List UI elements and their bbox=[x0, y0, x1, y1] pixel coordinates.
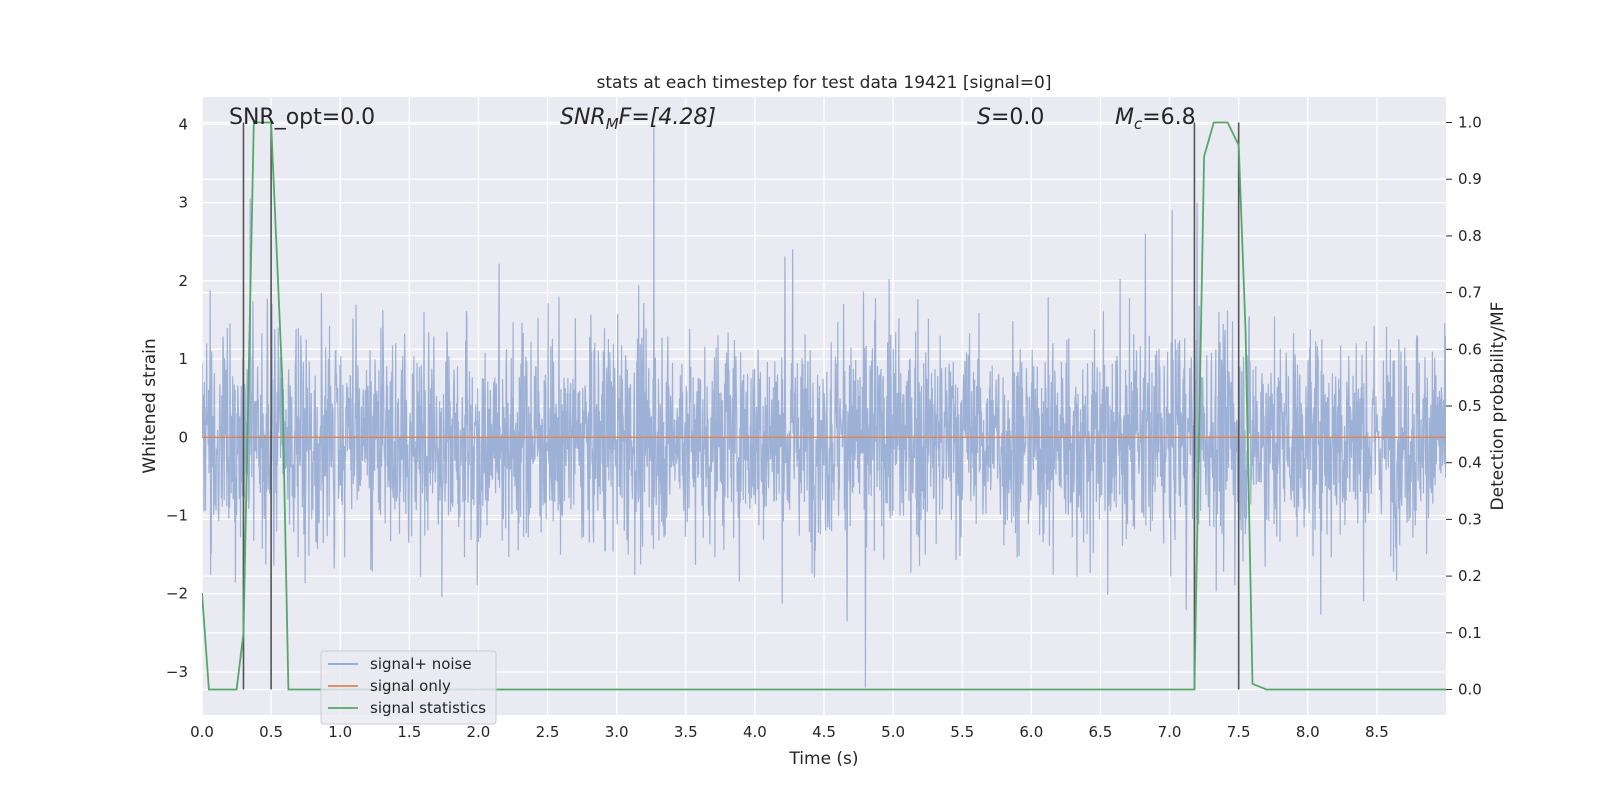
y2-tick-label: 0.2 bbox=[1458, 567, 1482, 585]
x-tick-label: 0.0 bbox=[190, 723, 214, 741]
x-tick-label: 0.5 bbox=[259, 723, 283, 741]
y-axis-label: Whitened strain bbox=[140, 338, 160, 473]
annotation-mc-sub: c bbox=[1134, 115, 1143, 133]
y2-tick-label: 0.5 bbox=[1458, 397, 1482, 415]
annotation-s-rest: =0.0 bbox=[991, 105, 1044, 130]
annotation-snr-mf: SNRMF=[4.28] bbox=[560, 105, 716, 133]
annotation-snr-mf-rest: F=[4.28] bbox=[619, 105, 716, 130]
y-axis-ticks: 4 3 2 1 0 −1 −2 −3 bbox=[166, 115, 188, 681]
series-signal-statistics-line bbox=[202, 121, 1446, 691]
x-tick-label: 8.5 bbox=[1365, 723, 1389, 741]
y-tick-label: 4 bbox=[178, 115, 188, 133]
x-tick-label: 2.0 bbox=[467, 723, 491, 741]
annotation-mc-var: M bbox=[1115, 105, 1134, 130]
x-tick-label: 7.0 bbox=[1158, 723, 1182, 741]
y-tick-label: −1 bbox=[166, 507, 188, 525]
legend-label-signal-statistics: signal statistics bbox=[370, 699, 486, 717]
legend-box bbox=[320, 650, 497, 725]
y2-tick-label: 0.8 bbox=[1458, 227, 1482, 245]
annotation-mc-rest: =6.8 bbox=[1142, 105, 1195, 130]
y2-tick-label: 0.0 bbox=[1458, 680, 1482, 698]
x-tick-label: 3.5 bbox=[674, 723, 698, 741]
y2-tick-label: 0.9 bbox=[1458, 170, 1482, 188]
y-tick-label: 3 bbox=[178, 194, 188, 212]
x-axis-ticks: 0.0 0.5 1.0 1.5 2.0 2.5 3.0 3.5 4.0 4.5 5.0 5.5 6.0 6… bbox=[190, 723, 1389, 741]
y2-tick-label: 0.7 bbox=[1458, 284, 1482, 302]
y-tick-label: −2 bbox=[166, 585, 188, 603]
x-tick-label: 6.5 bbox=[1089, 723, 1113, 741]
x-tick-label: 4.0 bbox=[743, 723, 767, 741]
x-tick-label: 1.0 bbox=[328, 723, 352, 741]
x-tick-label: 7.5 bbox=[1227, 723, 1251, 741]
x-tick-label: 1.5 bbox=[397, 723, 421, 741]
x-tick-label: 2.5 bbox=[536, 723, 560, 741]
x-tick-label: 8.0 bbox=[1296, 723, 1320, 741]
chart-title: stats at each timestep for test data 194… bbox=[597, 73, 1052, 93]
x-axis-label: Time (s) bbox=[788, 749, 858, 769]
x-tick-label: 3.0 bbox=[605, 723, 629, 741]
y-tick-label: 0 bbox=[178, 428, 188, 446]
y-tick-label: −3 bbox=[166, 663, 188, 681]
y2-tick-label: 0.3 bbox=[1458, 510, 1482, 528]
y2-tick-label: 1.0 bbox=[1458, 114, 1482, 132]
annotation-snr-mf-sub: M bbox=[606, 115, 619, 133]
y2-axis-ticks: 1.0 0.9 0.8 0.7 0.6 0.5 0.4 0.3 0.2 0.1 0.0 bbox=[1446, 114, 1482, 698]
annotation-snr-mf-base: SNR bbox=[560, 105, 606, 130]
x-tick-label: 5.0 bbox=[881, 723, 905, 741]
y2-tick-label: 0.6 bbox=[1458, 340, 1482, 358]
x-tick-label: 4.5 bbox=[812, 723, 836, 741]
legend-label-signal-only: signal only bbox=[370, 677, 451, 695]
y2-tick-label: 0.1 bbox=[1458, 624, 1482, 642]
annotation-s-var: S bbox=[977, 105, 991, 130]
annotation-s: S=0.0 bbox=[977, 105, 1044, 130]
annotation-snr-opt: SNR_opt=0.0 bbox=[229, 105, 375, 130]
y-tick-label: 2 bbox=[178, 272, 188, 290]
legend: signal+ noise signal only signal statist… bbox=[320, 650, 497, 725]
x-tick-label: 5.5 bbox=[950, 723, 974, 741]
x-tick-label: 6.0 bbox=[1019, 723, 1043, 741]
y2-tick-label: 0.4 bbox=[1458, 454, 1482, 472]
y-tick-label: 1 bbox=[178, 350, 188, 368]
legend-label-signal-noise: signal+ noise bbox=[370, 655, 472, 673]
annotation-mc: Mc=6.8 bbox=[1115, 105, 1196, 133]
y2-axis-label: Detection probability/MF bbox=[1488, 302, 1508, 511]
